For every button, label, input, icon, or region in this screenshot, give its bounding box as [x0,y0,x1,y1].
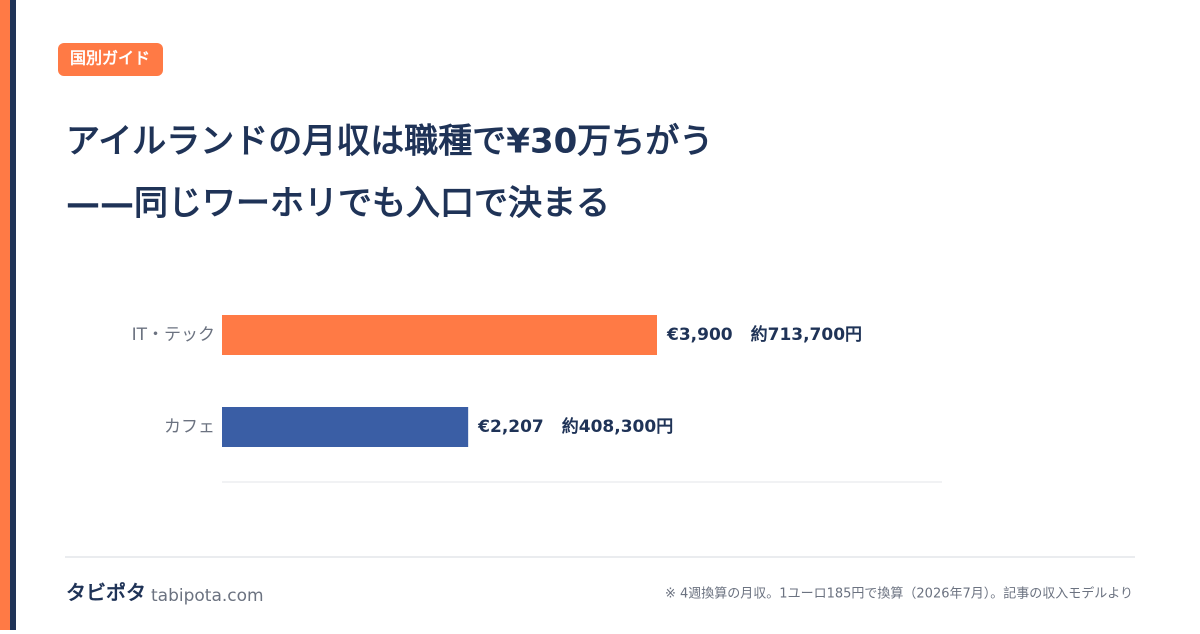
badge-bg [58,43,163,76]
bar [222,315,657,355]
accent-stripe [10,0,16,630]
note: ※ 4週換算の月収。1ユーロ185円で換算（2026年7月）。記事の収入モデルよ… [665,586,1133,602]
value-label-eur: €2,207 [477,417,544,437]
bar [222,407,469,447]
value-label-yen: 約408,300円 [562,416,673,437]
badge: 国別ガイド [70,49,150,68]
brand: タビポタ [66,581,146,605]
title: アイルランドの月収は職種で¥30万ちがう [66,122,713,162]
value-label-eur: €3,900 [666,325,733,345]
value-label: €3,900 約713,700円 [666,324,862,345]
value-label-yen: 約713,700円 [751,324,862,345]
value-label: €2,207 約408,300円 [477,416,673,437]
accent-stripe [0,0,10,630]
category-label: カフェ [164,417,215,437]
site: tabipota.com [151,586,264,606]
title: ——同じワーホリでも入口で決まる [66,184,610,224]
category-label: IT・テック [132,325,215,345]
